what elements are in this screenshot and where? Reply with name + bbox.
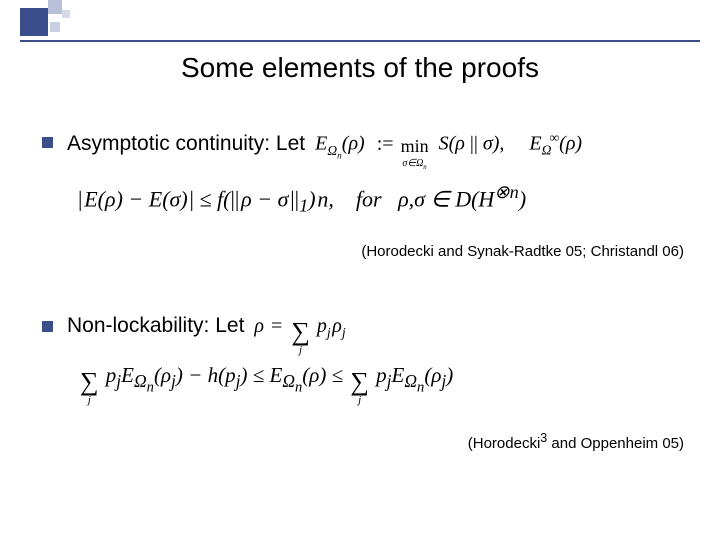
bullet-text-asymptotic: Asymptotic continuity: Let xyxy=(67,132,305,156)
deco-square-small-2 xyxy=(62,10,70,18)
slide-body: Asymptotic continuity: Let EΩn(ρ) := min… xyxy=(42,130,690,452)
citation2-post: and Oppenheim 05) xyxy=(547,435,684,452)
citation-nonlockability: (Horodecki3 and Oppenheim 05) xyxy=(42,431,684,452)
bullet-non-lockability: Non-lockability: Let ρ = ∑j pj ρj xyxy=(42,314,690,345)
deco-square-large xyxy=(20,8,48,36)
formula-non-lockability-bound: ∑j pjEΩn(ρj) − h(pj) ≤ EΩn(ρ) ≤ ∑j pjEΩn… xyxy=(78,363,690,397)
deco-square-small-1 xyxy=(50,22,60,32)
formula-definition-eomega: EΩn(ρ) := min σ∈Ωn S(ρ || σ), EΩ∞(ρ) xyxy=(315,130,582,160)
formula-asymptotic-continuity-bound: | E(ρ) − E(σ) | ≤ f(|| ρ − σ ||1) n, for… xyxy=(78,182,690,217)
citation2-pre: (Horodecki xyxy=(468,435,541,452)
citation-asymptotic: (Horodecki and Synak-Radtke 05; Christan… xyxy=(42,243,684,260)
slide-title: Some elements of the proofs xyxy=(0,52,720,84)
deco-square-medium xyxy=(48,0,62,14)
bullet-square-icon xyxy=(42,137,53,148)
header-divider xyxy=(20,40,700,42)
slide: Some elements of the proofs Asymptotic c… xyxy=(0,0,720,540)
bullet-square-icon xyxy=(42,321,53,332)
bullet-text-nonlockability: Non-lockability: Let xyxy=(67,314,244,338)
bullet-asymptotic-continuity: Asymptotic continuity: Let EΩn(ρ) := min… xyxy=(42,130,690,160)
formula-rho-decomposition: ρ = ∑j pj ρj xyxy=(254,315,345,345)
